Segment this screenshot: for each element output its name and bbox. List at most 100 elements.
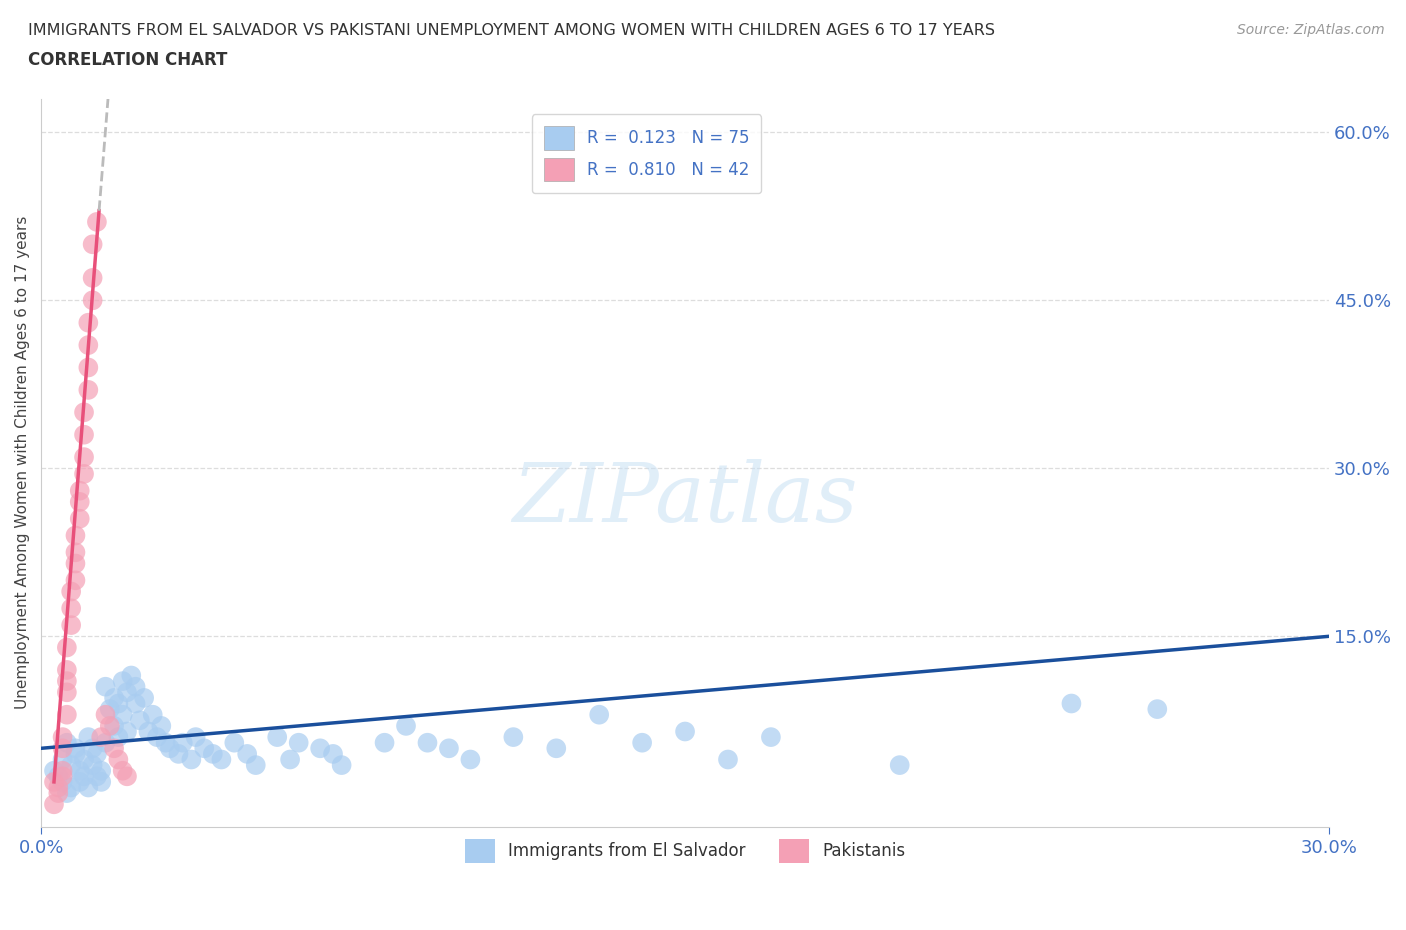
Point — [120, 668, 142, 683]
Point — [142, 708, 165, 723]
Point — [673, 724, 696, 739]
Point — [65, 556, 87, 571]
Point — [86, 769, 108, 784]
Point — [73, 467, 96, 482]
Point — [73, 427, 96, 442]
Point — [82, 237, 104, 252]
Point — [46, 786, 69, 801]
Point — [82, 271, 104, 286]
Point — [98, 719, 121, 734]
Point — [502, 730, 524, 745]
Point — [107, 730, 129, 745]
Point — [60, 618, 83, 632]
Point — [1146, 701, 1168, 716]
Point — [77, 360, 100, 375]
Point — [65, 741, 87, 756]
Point — [150, 719, 173, 734]
Point — [224, 736, 246, 751]
Point — [245, 758, 267, 773]
Point — [52, 752, 75, 767]
Point — [588, 708, 610, 723]
Text: Source: ZipAtlas.com: Source: ZipAtlas.com — [1237, 23, 1385, 37]
Point — [111, 764, 134, 778]
Point — [56, 736, 79, 751]
Point — [103, 690, 125, 705]
Point — [717, 752, 740, 767]
Text: CORRELATION CHART: CORRELATION CHART — [28, 51, 228, 69]
Point — [437, 741, 460, 756]
Point — [69, 775, 91, 790]
Point — [77, 780, 100, 795]
Point — [65, 573, 87, 588]
Point — [94, 679, 117, 694]
Point — [193, 741, 215, 756]
Point — [60, 780, 83, 795]
Point — [115, 769, 138, 784]
Point — [60, 601, 83, 616]
Point — [77, 730, 100, 745]
Point — [111, 708, 134, 723]
Point — [278, 752, 301, 767]
Point — [42, 764, 65, 778]
Point — [46, 769, 69, 784]
Point — [56, 673, 79, 688]
Point — [128, 713, 150, 728]
Point — [322, 747, 344, 762]
Point — [52, 730, 75, 745]
Point — [759, 730, 782, 745]
Point — [374, 736, 396, 751]
Point — [236, 747, 259, 762]
Legend: Immigrants from El Salvador, Pakistanis: Immigrants from El Salvador, Pakistanis — [458, 832, 912, 870]
Point — [42, 797, 65, 812]
Point — [46, 780, 69, 795]
Point — [73, 752, 96, 767]
Point — [266, 730, 288, 745]
Point — [180, 752, 202, 767]
Point — [77, 315, 100, 330]
Point — [889, 758, 911, 773]
Point — [184, 730, 207, 745]
Point — [86, 747, 108, 762]
Point — [82, 758, 104, 773]
Point — [395, 719, 418, 734]
Point — [82, 741, 104, 756]
Point — [209, 752, 232, 767]
Point — [69, 512, 91, 526]
Point — [56, 640, 79, 655]
Text: ZIPatlas: ZIPatlas — [512, 459, 858, 539]
Point — [115, 724, 138, 739]
Point — [115, 684, 138, 699]
Point — [94, 736, 117, 751]
Point — [107, 752, 129, 767]
Point — [460, 752, 482, 767]
Point — [134, 690, 156, 705]
Point — [155, 736, 177, 751]
Point — [56, 786, 79, 801]
Point — [52, 764, 75, 778]
Point — [52, 741, 75, 756]
Point — [42, 775, 65, 790]
Text: IMMIGRANTS FROM EL SALVADOR VS PAKISTANI UNEMPLOYMENT AMONG WOMEN WITH CHILDREN : IMMIGRANTS FROM EL SALVADOR VS PAKISTANI… — [28, 23, 995, 38]
Point — [1060, 696, 1083, 711]
Point — [138, 724, 160, 739]
Point — [65, 528, 87, 543]
Point — [52, 769, 75, 784]
Point — [56, 708, 79, 723]
Point — [73, 769, 96, 784]
Point — [73, 405, 96, 419]
Point — [330, 758, 353, 773]
Point — [546, 741, 568, 756]
Point — [77, 338, 100, 352]
Point — [90, 775, 112, 790]
Point — [86, 215, 108, 230]
Point — [124, 696, 146, 711]
Point — [146, 730, 169, 745]
Point — [90, 730, 112, 745]
Point — [69, 484, 91, 498]
Point — [111, 673, 134, 688]
Point — [65, 545, 87, 560]
Point — [201, 747, 224, 762]
Y-axis label: Unemployment Among Women with Children Ages 6 to 17 years: Unemployment Among Women with Children A… — [15, 216, 30, 710]
Point — [631, 736, 654, 751]
Point — [98, 701, 121, 716]
